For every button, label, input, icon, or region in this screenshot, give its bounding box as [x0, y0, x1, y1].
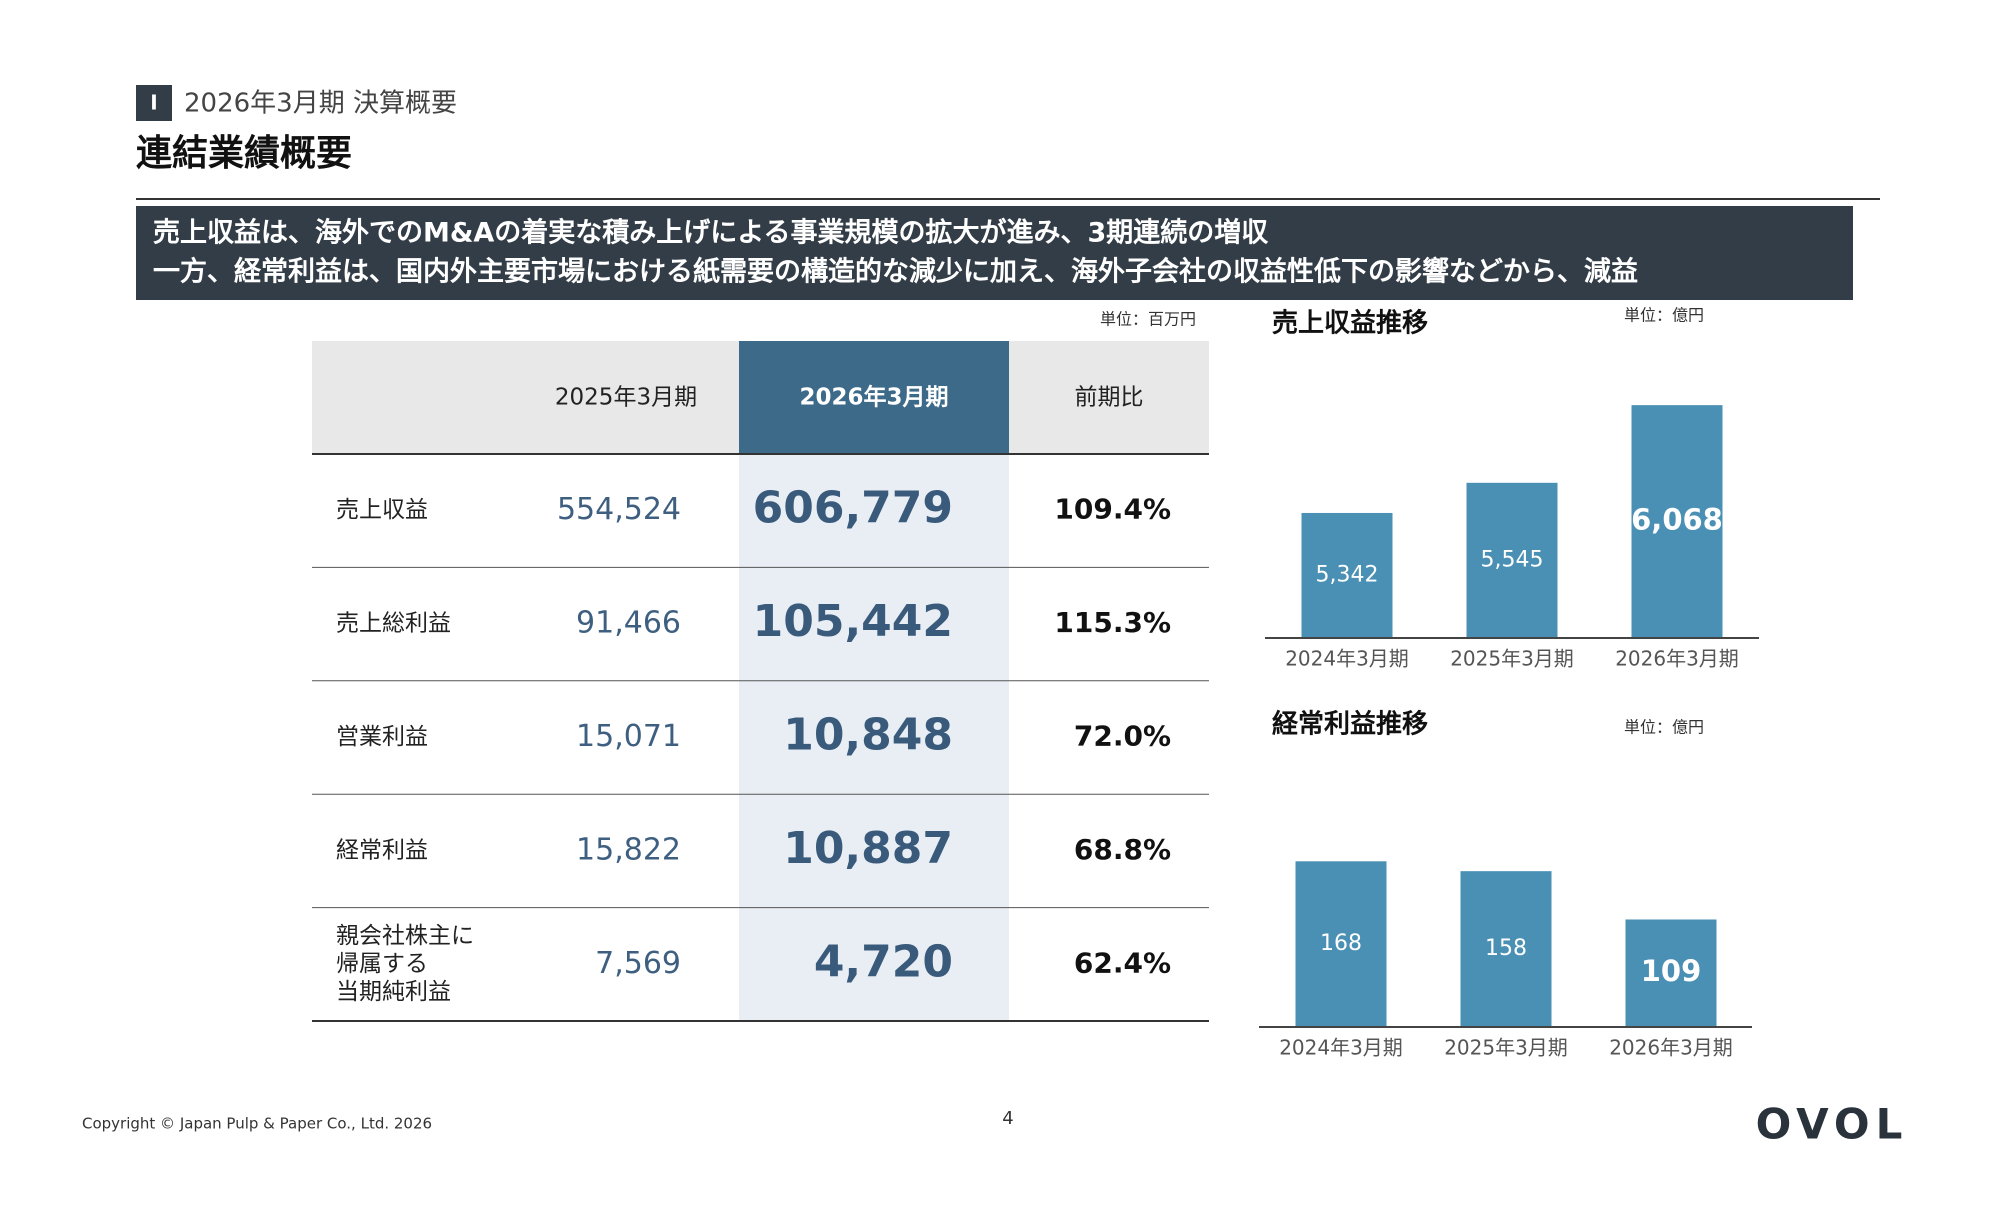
- curr-value: 105,442: [753, 596, 953, 647]
- page-title: 連結業績概要: [136, 133, 352, 174]
- ratio-value: 62.4%: [1074, 946, 1171, 979]
- x-tick-label: 2024年3月期: [1285, 647, 1409, 671]
- row-label: 経常利益: [336, 837, 428, 863]
- ratio-value: 109.4%: [1054, 493, 1171, 526]
- prev-value: 91,466: [576, 606, 681, 641]
- bar: [1631, 405, 1723, 638]
- x-tick-label: 2026年3月期: [1615, 647, 1739, 671]
- data-label: 5,545: [1481, 547, 1544, 572]
- copyright: Copyright © Japan Pulp & Paper Co., Ltd.…: [82, 1115, 432, 1133]
- ratio-value: 72.0%: [1074, 720, 1171, 753]
- prev-value: 15,822: [576, 832, 681, 867]
- summary-line: 一方、経常利益は、国内外主要市場における紙需要の構造的な減少に加え、海外子会社の…: [153, 256, 1638, 288]
- chart-title: 経常利益推移: [1272, 709, 1428, 740]
- row-label: 当期純利益: [336, 979, 451, 1005]
- table-header: 2025年3月期: [555, 385, 697, 411]
- chart-unit: 単位：億円: [1624, 718, 1704, 737]
- row-label: 売上収益: [336, 497, 428, 523]
- prev-value: 15,071: [576, 719, 681, 754]
- data-label: 168: [1320, 931, 1362, 956]
- bar: [1625, 919, 1717, 1027]
- curr-value: 10,887: [783, 823, 953, 874]
- data-label: 5,342: [1316, 562, 1379, 587]
- x-tick-label: 2025年3月期: [1444, 1036, 1568, 1060]
- row-label: 親会社株主に: [336, 923, 474, 949]
- x-tick-label: 2024年3月期: [1279, 1036, 1403, 1060]
- data-label: 158: [1485, 936, 1527, 961]
- row-label: 営業利益: [336, 724, 428, 750]
- chart-unit: 単位：億円: [1624, 306, 1704, 325]
- logo: OVOL: [1756, 1100, 1909, 1149]
- bar: [1460, 871, 1552, 1027]
- table-header: 2026年3月期: [799, 384, 948, 411]
- row-label: 帰属する: [336, 951, 428, 977]
- chart-title: 売上収益推移: [1272, 309, 1428, 339]
- table-header: 前期比: [1075, 385, 1144, 411]
- prev-value: 7,569: [595, 946, 681, 981]
- summary-line: 売上収益は、海外でのM&Aの着実な積み上げによる事業規模の拡大が進み、3期連続の…: [153, 217, 1269, 249]
- page-number: 4: [1002, 1108, 1013, 1129]
- highlight-header: [739, 341, 1009, 454]
- bar: [1301, 512, 1393, 638]
- highlight-column: [739, 454, 1009, 1021]
- table-unit: 単位：百万円: [1100, 310, 1196, 329]
- curr-value: 10,848: [783, 710, 953, 761]
- bar: [1466, 482, 1558, 638]
- ratio-value: 68.8%: [1074, 833, 1171, 866]
- summary-box: [136, 206, 1853, 300]
- data-label: 6,068: [1631, 503, 1723, 537]
- section-box: [136, 85, 172, 121]
- ratio-value: 115.3%: [1054, 606, 1171, 639]
- section-mark: I: [150, 91, 157, 115]
- curr-value: 4,720: [814, 936, 953, 987]
- bar: [1295, 861, 1387, 1027]
- curr-value: 606,779: [753, 483, 953, 534]
- row-label: 売上総利益: [336, 611, 451, 637]
- x-tick-label: 2025年3月期: [1450, 647, 1574, 671]
- data-label: 109: [1641, 954, 1702, 988]
- section-title: 2026年3月期 決算概要: [184, 89, 457, 119]
- x-tick-label: 2026年3月期: [1609, 1036, 1733, 1060]
- prev-value: 554,524: [557, 492, 681, 527]
